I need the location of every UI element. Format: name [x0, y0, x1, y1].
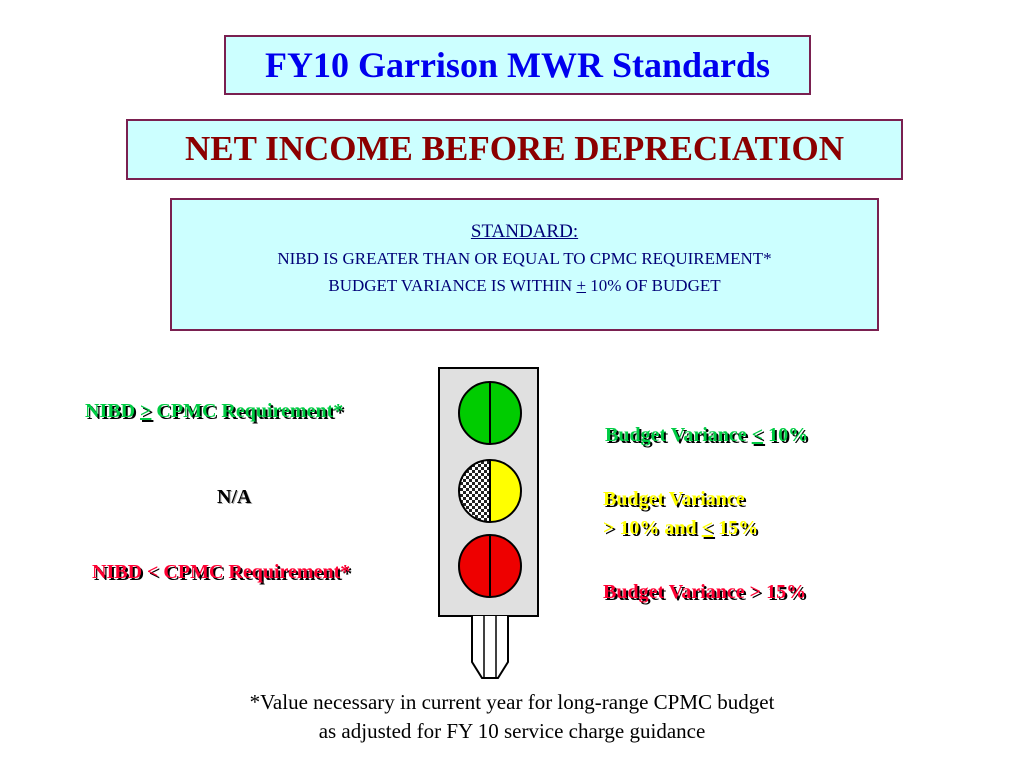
- left-green-prefix: NIBD: [85, 400, 141, 422]
- right-green-symbol: <: [751, 424, 764, 446]
- page-subtitle: NET INCOME BEFORE DEPRECIATION: [185, 129, 844, 168]
- standard-box: STANDARD: NIBD IS GREATER THAN OR EQUAL …: [170, 198, 879, 331]
- left-label-green: NIBD > CPMC Requirement*: [85, 400, 343, 423]
- right-green-suffix: 10%: [763, 424, 809, 446]
- traffic-light: [438, 367, 539, 679]
- right-yellow-line-2-prefix: > 10% and: [603, 517, 702, 539]
- right-yellow-line-2-suffix: 15%: [713, 517, 759, 539]
- left-label-yellow: N/A: [217, 486, 252, 508]
- page-title: FY10 Garrison MWR Standards: [264, 45, 771, 85]
- left-green-symbol: >: [140, 400, 152, 422]
- right-yellow-line-1: Budget Variance: [603, 488, 745, 510]
- right-yellow-line-2: > 10% and < 15%: [603, 514, 758, 543]
- footnote: *Value necessary in current year for lon…: [0, 688, 1024, 746]
- standard-line-2-prefix: BUDGET VARIANCE IS WITHIN: [328, 276, 577, 295]
- standard-heading: STANDARD:: [470, 221, 579, 242]
- standard-line-1: NIBD IS GREATER THAN OR EQUAL TO CPMC RE…: [277, 249, 772, 268]
- right-label-red: Budget Variance > 15%: [603, 581, 807, 603]
- subtitle-box: NET INCOME BEFORE DEPRECIATION: [126, 119, 903, 180]
- plus-minus-symbol: +: [576, 276, 587, 295]
- green-light: [458, 381, 522, 445]
- standard-line-2-suffix: 10% OF BUDGET: [586, 276, 721, 295]
- traffic-light-pole: [471, 616, 509, 679]
- footnote-line-2: as adjusted for FY 10 service charge gui…: [318, 719, 706, 743]
- right-green-prefix: Budget Variance: [605, 424, 752, 446]
- left-label-red: NIBD < CPMC Requirement*: [92, 561, 351, 583]
- standard-line-2: BUDGET VARIANCE IS WITHIN + 10% OF BUDGE…: [172, 272, 877, 299]
- yellow-light: [458, 459, 522, 523]
- footnote-line-1: *Value necessary in current year for lon…: [249, 690, 775, 714]
- title-box: FY10 Garrison MWR Standards: [224, 35, 811, 95]
- right-yellow-line-2-symbol: <: [701, 517, 714, 539]
- right-label-green: Budget Variance < 10%: [605, 424, 808, 447]
- red-light: [458, 534, 522, 598]
- right-label-yellow: Budget Variance > 10% and < 15%: [603, 485, 758, 543]
- left-green-suffix: CPMC Requirement*: [151, 400, 344, 422]
